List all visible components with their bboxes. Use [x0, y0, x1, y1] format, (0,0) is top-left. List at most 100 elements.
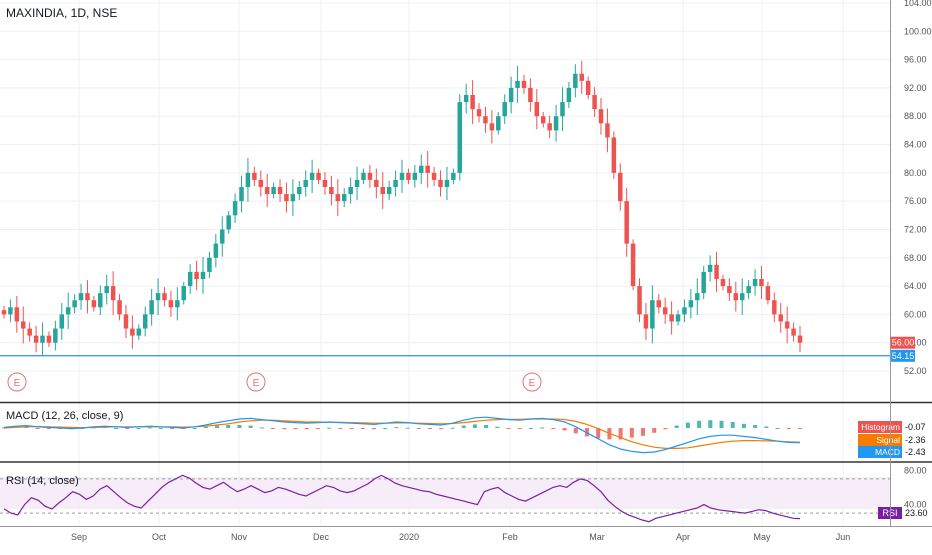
candle-body [765, 286, 771, 301]
candle-body [142, 314, 148, 329]
candle-body [412, 172, 418, 180]
candle-body [21, 321, 26, 329]
candle-body [290, 194, 296, 202]
candle-body [123, 314, 129, 329]
candle-body [419, 165, 424, 173]
macd-histogram-bar [741, 423, 746, 428]
macd-legend-value: -2.43 [905, 447, 926, 457]
candle-body [252, 172, 257, 180]
candle-body [585, 80, 591, 95]
candle-body [354, 179, 360, 187]
candle-body [476, 109, 482, 117]
candle-body [393, 179, 398, 187]
candle-body [451, 172, 456, 180]
price-tick-label: 68.00 [904, 253, 927, 263]
price-tick-label: 60.00 [904, 309, 927, 319]
candle-body [53, 328, 58, 343]
price-tick-label: 84.00 [904, 140, 927, 150]
candle-body [540, 116, 546, 124]
macd-histogram-bar [170, 428, 175, 429]
macd-histogram-bar [360, 428, 365, 429]
candle-body [27, 328, 32, 336]
macd-histogram-bar [484, 425, 489, 428]
candle-body [309, 172, 315, 180]
candle-body [303, 179, 308, 187]
macd-histogram-bar [573, 428, 578, 434]
candle-body [682, 307, 687, 315]
candle-body [200, 271, 206, 279]
macd-histogram-bar [719, 420, 724, 428]
time-tick-label: Sep [71, 532, 87, 542]
candle-body [367, 172, 373, 180]
macd-histogram-bar [472, 424, 477, 428]
earnings-marker-circle [522, 372, 542, 392]
macd-histogram-bar [114, 428, 119, 429]
candle-body [463, 95, 469, 103]
macd-histogram-bar [383, 428, 388, 429]
candle-body [380, 187, 385, 195]
macd-legend-value: -0.07 [905, 422, 926, 432]
candle-body [720, 279, 726, 287]
candle-body [341, 194, 347, 202]
candle-body [155, 293, 161, 301]
macd-legend-value: -2.36 [905, 435, 926, 445]
macd-histogram-bar [304, 428, 309, 430]
candle-body [264, 187, 270, 195]
candle-body [85, 293, 90, 301]
macd-histogram-bar [629, 428, 634, 438]
candle-body [701, 271, 706, 294]
time-tick-label: Apr [676, 532, 690, 542]
macd-histogram-bar [562, 428, 567, 431]
macd-histogram-bar [674, 425, 679, 428]
candle-body [284, 194, 289, 202]
candle-body [104, 286, 109, 294]
earnings-marker-label: E [529, 378, 536, 389]
candle-body [175, 300, 180, 308]
macd-histogram-bar [293, 428, 298, 430]
macd-histogram-bar [618, 428, 623, 440]
price-tick-label: 52.00 [904, 366, 927, 376]
candle-body [573, 73, 578, 88]
macd-histogram-bar [685, 422, 690, 428]
candle-body [483, 116, 488, 124]
candle-body [65, 307, 71, 315]
candle-body [521, 80, 527, 88]
earnings-marker-circle [246, 372, 266, 392]
macd-histogram-bar [753, 425, 758, 428]
candle-body [425, 165, 430, 173]
candle-body [322, 179, 328, 187]
candle-body [714, 264, 719, 279]
price-tick-label: 76.00 [904, 196, 927, 206]
time-tick-label: Feb [502, 532, 518, 542]
rsi-tick-label: 40.00 [904, 500, 927, 510]
macd-histogram-bar [416, 428, 421, 429]
candle-body [117, 300, 122, 315]
candle-body [406, 172, 411, 180]
candle-body [707, 264, 713, 272]
macd-histogram-bar [439, 428, 444, 430]
time-tick-label: May [753, 532, 771, 542]
macd-histogram-bar [708, 420, 713, 428]
macd-histogram-bar [46, 428, 51, 429]
time-tick-label: Jun [836, 532, 851, 542]
macd-histogram-bar [371, 428, 376, 430]
candle-body [258, 179, 264, 187]
macd-pane[interactable] [0, 404, 890, 461]
candle-body [784, 321, 790, 329]
candle-body [547, 123, 552, 131]
candle-body [553, 116, 559, 131]
time-tick-label: Nov [231, 532, 248, 542]
candle-body [59, 314, 65, 329]
macd-title: MACD (12, 26, close, 9) [6, 410, 123, 422]
candle-body [637, 286, 642, 315]
candle-body [110, 286, 116, 301]
candle-body [688, 300, 694, 308]
candle-body [297, 187, 302, 195]
macd-histogram-bar [405, 427, 410, 429]
candle-body [187, 271, 193, 287]
price-tick-label: 96.00 [904, 55, 927, 65]
last-price-badge [891, 336, 915, 349]
candle-body [727, 286, 732, 294]
macd-histogram-bar [764, 426, 769, 428]
